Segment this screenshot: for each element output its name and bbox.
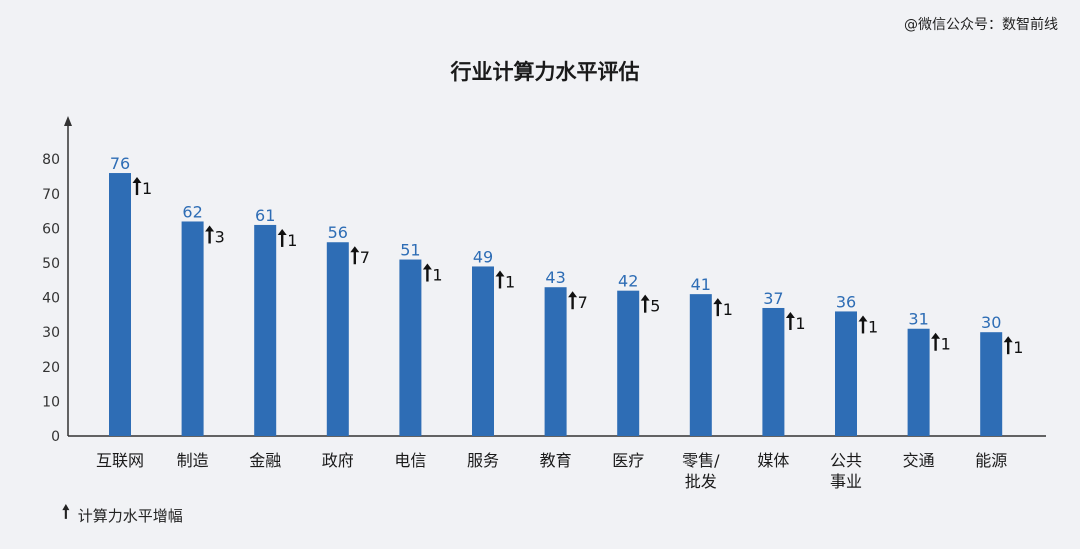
up-arrow-stem	[571, 296, 574, 310]
bar	[181, 221, 204, 436]
up-arrow-stem	[208, 230, 211, 244]
value-label: 42	[618, 272, 638, 291]
bar	[617, 290, 640, 436]
up-arrow-stem	[861, 320, 865, 334]
x-tick-label: 事业	[830, 472, 862, 491]
up-arrow-stem	[644, 299, 647, 313]
x-tick-label: 政府	[322, 451, 354, 470]
x-tick-label: 教育	[540, 451, 572, 470]
up-arrow-icon	[205, 225, 215, 232]
up-arrow-stem	[353, 251, 356, 265]
bar	[544, 287, 567, 436]
increase-label: 1	[795, 314, 805, 333]
up-arrow-icon	[277, 228, 287, 235]
x-tick-label: 能源	[975, 451, 1007, 470]
value-label: 30	[981, 313, 1001, 332]
bar	[254, 224, 277, 436]
bar	[689, 294, 712, 436]
value-label: 56	[328, 223, 348, 242]
increase-label: 1	[142, 179, 152, 198]
x-tick-label: 批发	[685, 472, 717, 491]
value-label: 62	[182, 202, 202, 221]
up-arrow-icon	[568, 291, 578, 298]
increase-label: 5	[650, 297, 660, 316]
bar	[907, 328, 930, 436]
up-arrow-stem	[934, 337, 937, 351]
up-arrow-stem	[281, 233, 284, 247]
x-tick-label: 制造	[177, 451, 209, 470]
y-tick-label: 30	[42, 325, 60, 341]
legend: 🠕 计算力水平增幅	[62, 500, 183, 530]
increase-label: 1	[868, 317, 878, 336]
y-tick-label: 70	[42, 187, 60, 203]
increase-label: 1	[941, 335, 951, 354]
chart-title: 行业计算力水平评估	[450, 60, 640, 84]
bar	[326, 242, 349, 436]
y-tick-label: 50	[42, 256, 60, 272]
increase-label: 1	[505, 272, 515, 291]
up-arrow-stem	[1007, 341, 1010, 355]
up-arrow-icon	[495, 270, 505, 277]
increase-label: 1	[287, 231, 297, 250]
bar	[980, 332, 1003, 436]
up-arrow-icon	[422, 263, 432, 270]
up-arrow-icon	[1003, 336, 1013, 343]
increase-label: 7	[578, 293, 588, 312]
up-arrow-icon	[931, 332, 941, 339]
up-arrow-icon	[132, 177, 142, 184]
x-tick-label: 媒体	[757, 451, 789, 470]
up-arrow-icon	[640, 294, 650, 301]
y-tick-label: 40	[42, 291, 60, 307]
x-tick-label: 零售/	[682, 451, 720, 470]
up-arrow-stem	[498, 275, 502, 289]
bar	[399, 259, 422, 436]
x-tick-label: 电信	[394, 451, 426, 470]
x-tick-label: 服务	[467, 451, 499, 470]
legend-label: 计算力水平增幅	[77, 506, 183, 525]
value-label: 31	[908, 310, 928, 329]
value-label: 41	[691, 275, 711, 294]
increase-label: 1	[432, 266, 442, 285]
bar	[109, 173, 131, 437]
y-tick-label: 60	[42, 221, 60, 237]
value-label: 61	[255, 206, 275, 225]
up-arrow-icon	[713, 298, 723, 305]
up-arrow-icon	[785, 311, 795, 318]
up-arrow-icon	[350, 246, 360, 253]
up-arrow-stem	[426, 268, 429, 282]
up-arrow-stem	[135, 182, 139, 196]
up-arrow-stem	[789, 316, 792, 330]
up-arrow-stem	[716, 303, 719, 317]
x-tick-label: 公共	[830, 451, 862, 470]
value-label: 51	[400, 241, 420, 260]
watermark: @微信公众号：数智前线	[904, 17, 1058, 33]
y-tick-label: 80	[42, 152, 60, 168]
y-tick-label: 0	[51, 429, 60, 445]
x-tick-label: 交通	[903, 451, 935, 470]
bar	[835, 311, 857, 436]
x-tick-label: 互联网	[96, 451, 144, 470]
y-tick-label: 20	[42, 360, 60, 376]
increase-label: 1	[723, 300, 733, 319]
increase-label: 7	[360, 248, 370, 267]
value-label: 76	[110, 154, 130, 173]
y-axis-arrow-icon	[64, 116, 72, 126]
value-label: 36	[836, 292, 856, 311]
x-tick-label: 金融	[249, 451, 281, 470]
x-tick-label: 医疗	[612, 451, 644, 470]
value-label: 49	[473, 247, 493, 266]
value-label: 37	[763, 289, 783, 308]
increase-label: 3	[215, 227, 225, 246]
bar	[762, 307, 785, 436]
up-arrow-icon	[858, 315, 868, 322]
up-arrow-icon: 🠕	[62, 502, 70, 523]
increase-label: 1	[1013, 338, 1023, 357]
bar	[472, 266, 494, 436]
value-label: 43	[545, 268, 565, 287]
y-tick-label: 10	[42, 394, 60, 410]
